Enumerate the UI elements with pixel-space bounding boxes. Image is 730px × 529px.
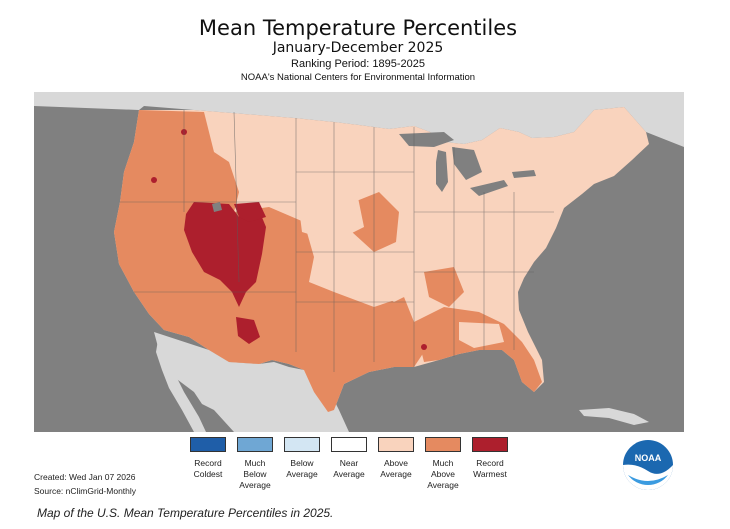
caribbean-land (579, 408, 649, 425)
baja-peninsula (156, 334, 206, 432)
legend-label: Record Coldest (193, 458, 223, 479)
legend-swatch (237, 437, 273, 452)
record-warm-southwest (184, 202, 266, 307)
lake-ontario (512, 170, 536, 178)
record-warm-spot-2 (151, 177, 157, 183)
canada-land (34, 92, 684, 147)
above-midwest (374, 257, 414, 302)
state-lines-west (183, 110, 415, 372)
map-subtitle: January-December 2025 (272, 40, 444, 56)
above-southeast-inland (459, 322, 504, 348)
map-legend: Record Coldest Much Below Average Below Av… (186, 437, 516, 497)
legend-item: Much Below Average (233, 437, 277, 491)
legend-label: Record Warmest (473, 458, 507, 479)
legend-label: Below Average (286, 458, 318, 479)
created-date: Created: Wed Jan 07 2026 (34, 472, 136, 482)
legend-item: Above Average (374, 437, 418, 480)
mexico-land (154, 332, 349, 432)
lake-superior (399, 132, 454, 147)
state-lines-latitude (120, 171, 414, 303)
much-above-southeast (414, 307, 542, 392)
lake-erie (470, 180, 508, 196)
much-above-central (352, 192, 399, 252)
legend-item: Record Coldest (186, 437, 230, 480)
lake-michigan (436, 150, 448, 192)
legend-swatch (284, 437, 320, 452)
data-source: Source: nClimGrid-Monthly (34, 486, 137, 496)
legend-swatch (331, 437, 367, 452)
legend-swatch (472, 437, 508, 452)
legend-label: Above Average (380, 458, 412, 479)
map-title: Mean Temperature Percentiles (198, 16, 518, 40)
legend-label: Much Above Average (427, 458, 459, 490)
much-above-west (114, 110, 424, 412)
legend-label: Near Average (333, 458, 365, 479)
organization-credit: NOAA's National Centers for Environmenta… (240, 72, 476, 83)
legend-label: Much Below Average (239, 458, 271, 490)
ranking-period: Ranking Period: 1895-2025 (291, 58, 425, 70)
great-salt-lake (212, 202, 222, 212)
record-warm-arizona (236, 317, 260, 344)
above-montana (229, 120, 336, 182)
legend-item: Near Average (327, 437, 371, 480)
legend-swatch (190, 437, 226, 452)
legend-swatch (378, 437, 414, 452)
state-lines-east (414, 147, 554, 357)
above-great-plains (296, 178, 364, 242)
legend-item: Much Above Average (421, 437, 465, 491)
noaa-logo-text: NOAA (635, 453, 662, 463)
figure-caption: Map of the U.S. Mean Temperature Percent… (37, 506, 334, 520)
legend-item: Below Average (280, 437, 324, 480)
record-warm-spot-3 (421, 344, 427, 350)
record-warm-colorado (234, 202, 266, 222)
temperature-map (34, 92, 684, 432)
lake-huron (452, 147, 482, 180)
legend-item: Record Warmest (468, 437, 512, 480)
legend-swatch (425, 437, 461, 452)
noaa-logo: NOAA (622, 439, 674, 491)
